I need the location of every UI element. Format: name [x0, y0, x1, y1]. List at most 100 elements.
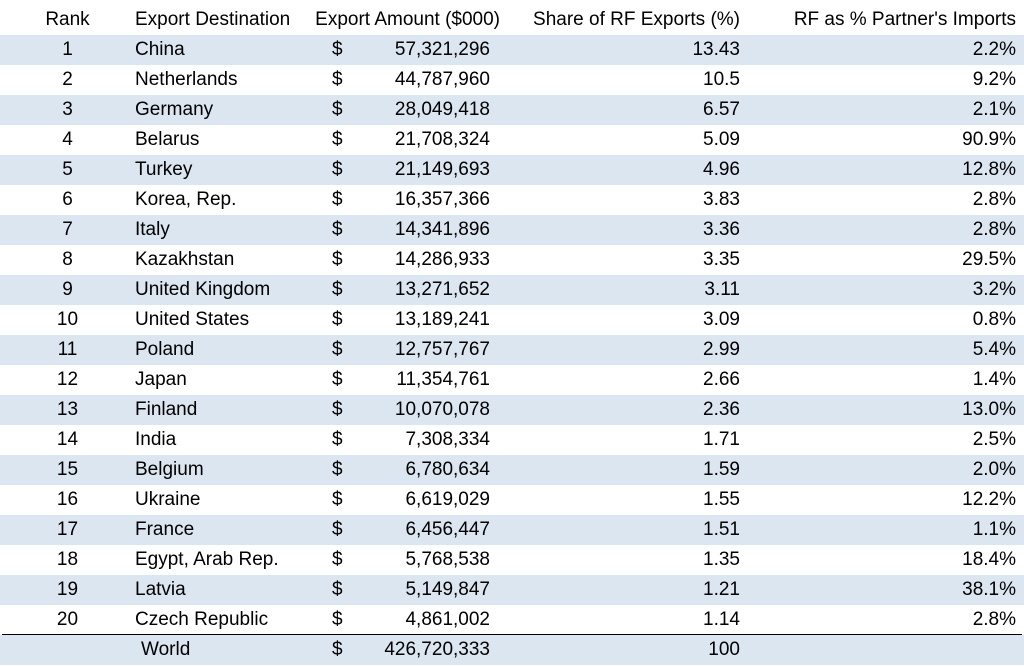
rank-cell: 17 — [56, 519, 79, 540]
rank-cell: 7 — [62, 219, 73, 240]
destination-cell: Egypt, Arab Rep. — [135, 549, 279, 570]
header-share: Share of RF Exports (%) — [533, 9, 740, 30]
amount-cell: 6,619,029 — [405, 489, 490, 510]
amount-cell: 14,341,896 — [394, 219, 490, 240]
amount-cell: 5,149,847 — [405, 579, 490, 600]
share-cell: 1.35 — [703, 549, 740, 570]
partner-pct-cell: 9.2% — [972, 69, 1016, 90]
table-row: 14 India $7,308,334 1.71 2.5% — [0, 425, 1024, 455]
currency-cell: $ — [332, 609, 343, 630]
share-cell: 3.11 — [704, 279, 740, 300]
rank-cell: 9 — [62, 279, 73, 300]
table-row: 17 France $6,456,447 1.51 1.1% — [0, 515, 1024, 545]
destination-cell: Poland — [135, 339, 195, 360]
rank-cell: 1 — [62, 39, 73, 60]
currency-cell: $ — [332, 99, 343, 120]
currency-cell: $ — [332, 39, 343, 60]
rank-cell: 8 — [62, 249, 73, 270]
amount-cell: 12,757,767 — [394, 339, 490, 360]
rank-cell: 16 — [56, 489, 79, 510]
share-cell: 1.21 — [703, 579, 740, 600]
currency-cell: $ — [332, 309, 343, 330]
share-cell: 5.09 — [703, 129, 740, 150]
partner-pct-cell: 2.5% — [972, 429, 1016, 450]
header-row: Rank Export Destination Export Amount ($… — [0, 5, 1024, 35]
destination-cell: Czech Republic — [135, 609, 269, 630]
share-cell: 6.57 — [703, 99, 740, 120]
partner-pct-cell: 2.8% — [972, 189, 1016, 210]
partner-pct-cell: 1.4% — [972, 369, 1016, 390]
total-currency: $ — [332, 639, 343, 660]
amount-cell: 16,357,366 — [394, 189, 490, 210]
currency-cell: $ — [332, 459, 343, 480]
currency-cell: $ — [332, 429, 343, 450]
share-cell: 3.83 — [703, 189, 740, 210]
rank-cell: 12 — [56, 369, 79, 390]
amount-cell: 6,780,634 — [405, 459, 490, 480]
destination-cell: Italy — [135, 219, 170, 240]
amount-cell: 57,321,296 — [394, 39, 490, 60]
rank-cell: 4 — [62, 129, 73, 150]
header-partner-pct: RF as % Partner's Imports — [793, 9, 1016, 30]
partner-pct-cell: 29.5% — [962, 249, 1016, 270]
share-cell: 2.99 — [703, 339, 740, 360]
currency-cell: $ — [332, 519, 343, 540]
currency-cell: $ — [332, 399, 343, 420]
rank-cell: 6 — [62, 189, 73, 210]
partner-pct-cell: 12.8% — [962, 159, 1016, 180]
partner-pct-cell: 0.8% — [972, 309, 1016, 330]
amount-cell: 6,456,447 — [405, 519, 490, 540]
amount-cell: 28,049,418 — [394, 99, 490, 120]
currency-cell: $ — [332, 369, 343, 390]
rank-cell: 11 — [57, 339, 78, 360]
table-row: 8 Kazakhstan $14,286,933 3.35 29.5% — [0, 245, 1024, 275]
table-row: 11 Poland $12,757,767 2.99 5.4% — [0, 335, 1024, 365]
table-row: 10 United States $13,189,241 3.09 0.8% — [0, 305, 1024, 335]
amount-cell: 13,271,652 — [394, 279, 490, 300]
destination-cell: Turkey — [135, 159, 193, 180]
total-partner-pct — [740, 635, 1016, 665]
destination-cell: United Kingdom — [135, 279, 271, 300]
share-cell: 1.51 — [703, 519, 740, 540]
destination-cell: France — [135, 519, 195, 540]
destination-cell: United States — [135, 309, 250, 330]
currency-cell: $ — [332, 129, 343, 150]
share-cell: 3.09 — [703, 309, 740, 330]
total-share: 100 — [708, 639, 740, 660]
amount-cell: 21,708,324 — [394, 129, 490, 150]
partner-pct-cell: 1.1% — [972, 519, 1016, 540]
currency-cell: $ — [332, 189, 343, 210]
currency-cell: $ — [332, 579, 343, 600]
partner-pct-cell: 2.8% — [972, 219, 1016, 240]
share-cell: 1.71 — [703, 429, 740, 450]
destination-cell: Belgium — [135, 459, 204, 480]
currency-cell: $ — [332, 159, 343, 180]
rank-cell: 14 — [56, 429, 79, 450]
partner-pct-cell: 38.1% — [962, 579, 1016, 600]
partner-pct-cell: 90.9% — [962, 129, 1016, 150]
amount-cell: 13,189,241 — [394, 309, 490, 330]
table-row: 6 Korea, Rep. $16,357,366 3.83 2.8% — [0, 185, 1024, 215]
destination-cell: Japan — [135, 369, 187, 390]
share-cell: 3.35 — [703, 249, 740, 270]
currency-cell: $ — [332, 249, 343, 270]
share-cell: 1.55 — [703, 489, 740, 510]
rank-cell: 18 — [56, 549, 79, 570]
header-rank: Rank — [45, 9, 90, 30]
share-cell: 2.36 — [703, 399, 740, 420]
share-cell: 10.5 — [703, 69, 740, 90]
table-row: 7 Italy $14,341,896 3.36 2.8% — [0, 215, 1024, 245]
table-row: 18 Egypt, Arab Rep. $5,768,538 1.35 18.4% — [0, 545, 1024, 575]
table-row: 2 Netherlands $44,787,960 10.5 9.2% — [0, 65, 1024, 95]
partner-pct-cell: 12.2% — [962, 489, 1016, 510]
amount-cell: 5,768,538 — [405, 549, 490, 570]
table-row: 13 Finland $10,070,078 2.36 13.0% — [0, 395, 1024, 425]
amount-cell: 10,070,078 — [394, 399, 490, 420]
share-cell: 3.36 — [703, 219, 740, 240]
total-amount: 426,720,333 — [384, 639, 490, 660]
partner-pct-cell: 18.4% — [962, 549, 1016, 570]
header-destination: Export Destination — [135, 9, 291, 30]
table-row: 16 Ukraine $6,619,029 1.55 12.2% — [0, 485, 1024, 515]
currency-cell: $ — [332, 279, 343, 300]
